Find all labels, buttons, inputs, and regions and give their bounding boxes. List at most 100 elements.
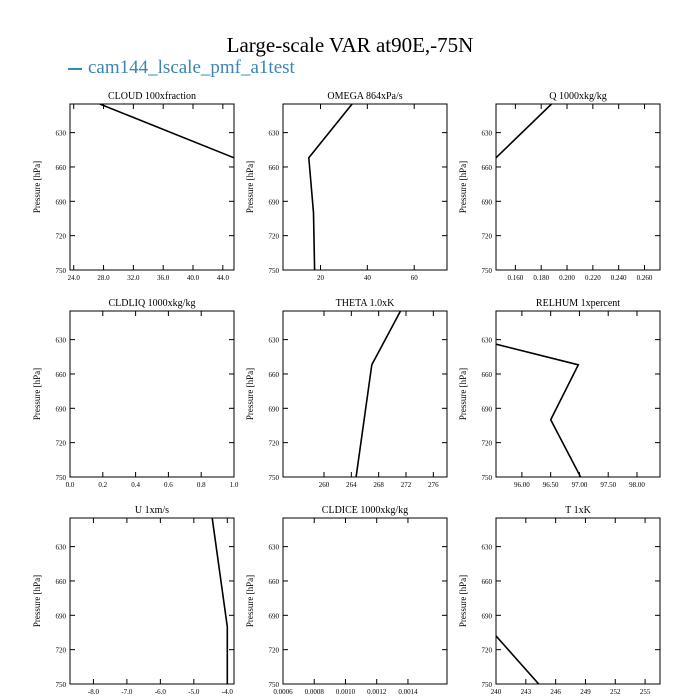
x-tick-label: 0.4 bbox=[131, 481, 140, 489]
panel-4: CLDLIQ 1000xkg/kg Pressure [hPa] 630 660 690… bbox=[32, 298, 239, 489]
x-tick-label: 264 bbox=[346, 481, 357, 489]
panel-7: U 1xm/s Pressure [hPa] 630 660 690 720 750 -8.0… bbox=[32, 505, 235, 696]
y-tick-label: 690 bbox=[56, 612, 67, 620]
x-tick-label: -4.0 bbox=[222, 688, 234, 696]
y-axis-label: Pressure [hPa] bbox=[245, 368, 255, 420]
panel-title: CLDLIQ 1000xkg/kg bbox=[109, 298, 196, 309]
plot-frame bbox=[495, 103, 661, 271]
y-tick-label: 750 bbox=[269, 681, 280, 689]
y-tick-label: 630 bbox=[482, 544, 493, 552]
x-tick-label: 276 bbox=[428, 481, 439, 489]
y-tick-label: 750 bbox=[56, 681, 67, 689]
y-tick-label: 630 bbox=[56, 337, 67, 345]
x-tick-label: 97.00 bbox=[572, 481, 588, 489]
y-tick-label: 630 bbox=[269, 337, 280, 345]
panel-title: U 1xm/s bbox=[135, 505, 169, 516]
legend-label: cam144_lscale_pmf_a1test bbox=[88, 57, 295, 78]
x-tick-label: 0.0 bbox=[66, 481, 75, 489]
y-tick-label: 750 bbox=[482, 267, 493, 275]
y-tick-label: 750 bbox=[269, 474, 280, 482]
y-tick-label: 690 bbox=[482, 198, 493, 206]
x-tick-label: 0.160 bbox=[507, 274, 523, 282]
y-tick-label: 720 bbox=[269, 647, 280, 655]
y-tick-label: 690 bbox=[269, 198, 280, 206]
y-tick-label: 660 bbox=[269, 164, 280, 172]
y-tick-label: 660 bbox=[482, 164, 493, 172]
y-tick-label: 630 bbox=[269, 130, 280, 138]
panel-title: CLOUD 100xfraction bbox=[108, 91, 196, 102]
x-tick-label: 96.50 bbox=[543, 481, 559, 489]
x-tick-label: 0.240 bbox=[611, 274, 627, 282]
plot-frame bbox=[282, 103, 448, 271]
y-tick-label: 660 bbox=[269, 578, 280, 586]
y-tick-label: 720 bbox=[482, 440, 493, 448]
x-tick-label: 255 bbox=[640, 688, 651, 696]
x-tick-label: 40 bbox=[364, 274, 372, 282]
y-tick-label: 630 bbox=[482, 130, 493, 138]
y-axis-label: Pressure [hPa] bbox=[32, 575, 42, 627]
x-tick-label: 98.00 bbox=[629, 481, 645, 489]
y-axis-label: Pressure [hPa] bbox=[458, 368, 468, 420]
x-tick-label: 20 bbox=[317, 274, 325, 282]
y-tick-label: 750 bbox=[482, 681, 493, 689]
x-tick-label: 0.8 bbox=[197, 481, 206, 489]
panel-title: CLDICE 1000xkg/kg bbox=[322, 505, 408, 516]
x-tick-label: 44.0 bbox=[217, 274, 230, 282]
plot-frame bbox=[495, 517, 661, 685]
x-tick-label: 36.0 bbox=[157, 274, 170, 282]
x-tick-label: 0.220 bbox=[585, 274, 601, 282]
panel-6: RELHUM 1xpercent Pressure [hPa] 630 660 690 7… bbox=[458, 298, 661, 489]
plot-frame bbox=[69, 103, 235, 271]
x-tick-label: 97.50 bbox=[600, 481, 616, 489]
x-tick-label: -6.0 bbox=[155, 688, 167, 696]
y-axis-label: Pressure [hPa] bbox=[32, 368, 42, 420]
series-line bbox=[99, 104, 234, 159]
legend-swatch bbox=[68, 67, 82, 70]
y-axis-label: Pressure [hPa] bbox=[458, 575, 468, 627]
plot-frame bbox=[495, 310, 661, 478]
y-tick-label: 660 bbox=[482, 578, 493, 586]
y-tick-label: 630 bbox=[482, 337, 493, 345]
y-tick-label: 720 bbox=[269, 233, 280, 241]
x-tick-label: 28.0 bbox=[97, 274, 110, 282]
x-tick-label: 252 bbox=[610, 688, 621, 696]
series-line bbox=[307, 104, 353, 270]
series-line bbox=[211, 518, 229, 684]
series-line bbox=[496, 635, 540, 684]
series-line bbox=[355, 311, 402, 477]
y-axis-label: Pressure [hPa] bbox=[245, 161, 255, 213]
y-tick-label: 750 bbox=[56, 474, 67, 482]
y-tick-label: 690 bbox=[56, 405, 67, 413]
x-tick-label: 1.0 bbox=[230, 481, 239, 489]
x-tick-label: 272 bbox=[401, 481, 412, 489]
x-tick-label: 60 bbox=[411, 274, 419, 282]
plot-frame bbox=[282, 310, 448, 478]
x-tick-label: 240 bbox=[491, 688, 502, 696]
plot-frame bbox=[282, 517, 448, 685]
panel-2: OMEGA 864xPa/s Pressure [hPa] 630 660 690 720… bbox=[245, 91, 448, 282]
plot-frame bbox=[69, 310, 235, 478]
x-tick-label: 96.00 bbox=[514, 481, 530, 489]
x-tick-label: 0.0010 bbox=[336, 688, 356, 696]
x-tick-label: -8.0 bbox=[88, 688, 100, 696]
y-tick-label: 750 bbox=[482, 474, 493, 482]
panel-title: OMEGA 864xPa/s bbox=[327, 91, 402, 102]
y-tick-label: 750 bbox=[56, 267, 67, 275]
panel-title: T 1xK bbox=[565, 505, 591, 516]
y-tick-label: 720 bbox=[56, 647, 67, 655]
plot-frame bbox=[69, 517, 235, 685]
y-tick-label: 690 bbox=[482, 405, 493, 413]
y-tick-label: 660 bbox=[56, 164, 67, 172]
y-tick-label: 690 bbox=[482, 612, 493, 620]
x-tick-label: -5.0 bbox=[188, 688, 200, 696]
y-tick-label: 690 bbox=[56, 198, 67, 206]
legend: cam144_lscale_pmf_a1test bbox=[68, 57, 295, 79]
x-tick-label: 260 bbox=[319, 481, 330, 489]
panel-title: Q 1000xkg/kg bbox=[549, 91, 607, 102]
x-tick-label: 243 bbox=[521, 688, 532, 696]
x-tick-label: 0.0006 bbox=[273, 688, 293, 696]
y-tick-label: 750 bbox=[269, 267, 280, 275]
x-tick-label: 0.260 bbox=[637, 274, 653, 282]
y-tick-label: 720 bbox=[269, 440, 280, 448]
